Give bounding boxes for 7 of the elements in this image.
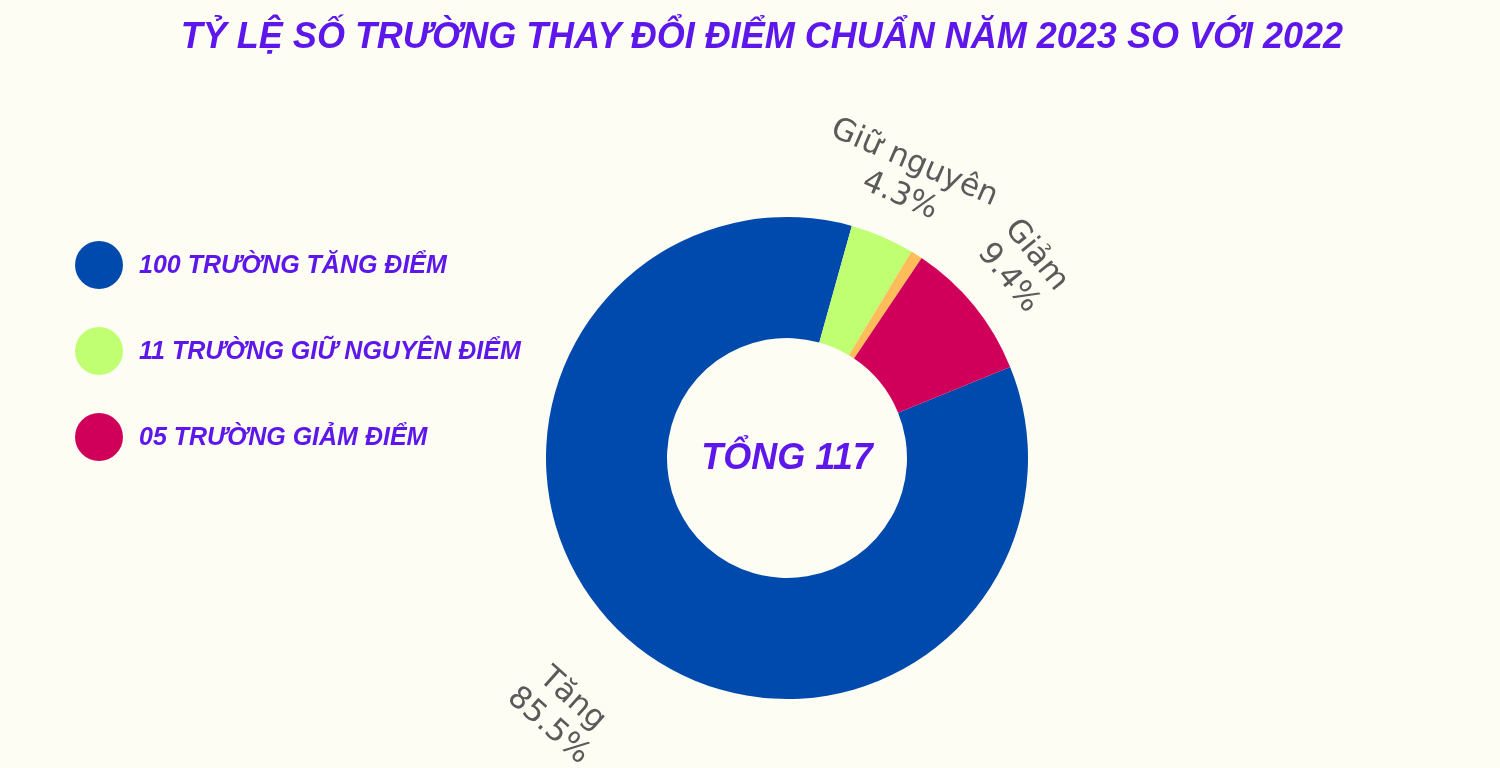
legend-label: 05 TRƯỜNG GIẢM ĐIỂM: [139, 421, 429, 450]
text: TỔNG 117: [701, 434, 875, 477]
donut-slice: [848, 251, 922, 359]
legend-label: 11 TRƯỜNG GIỮ NGUYÊN ĐIỂM: [139, 335, 522, 364]
legend-label: 100 TRƯỜNG TĂNG ĐIỂM: [139, 250, 449, 278]
chart-title: TỶ LỆ SỐ TRƯỜNG THAY ĐỔI ĐIỂM CHUẨN NĂM 2023 SO VỚI 2022: [180, 13, 1344, 56]
donut-slice: [819, 225, 912, 356]
